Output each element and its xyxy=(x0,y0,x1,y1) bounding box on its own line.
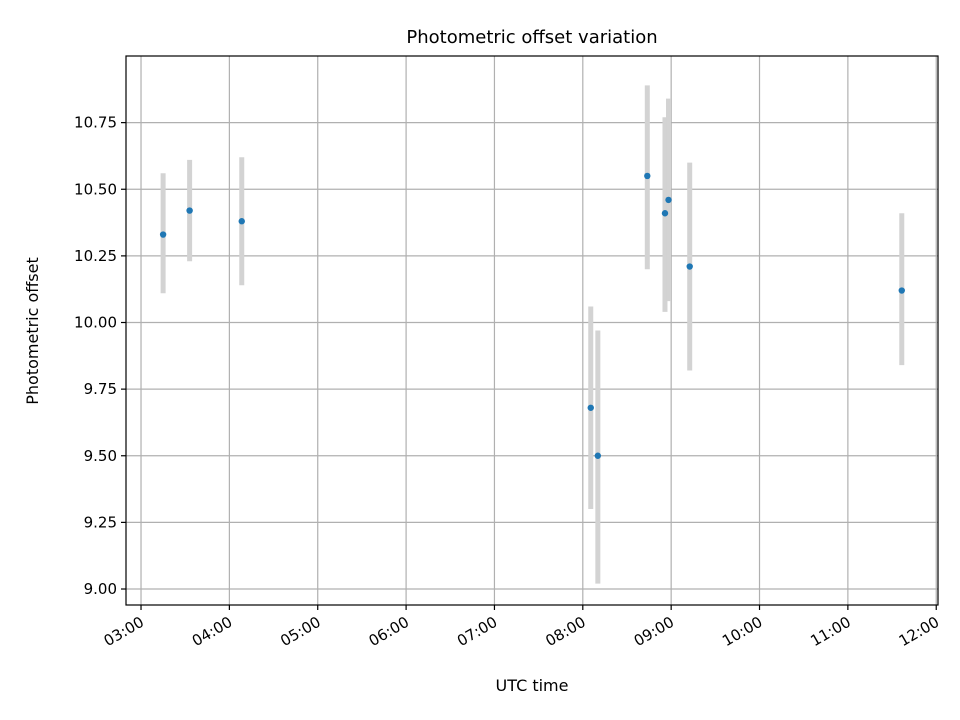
data-point xyxy=(159,231,167,238)
y-axis-label: Photometric offset xyxy=(23,257,42,405)
y-tick-label: 10.00 xyxy=(74,314,117,332)
data-point xyxy=(186,207,193,214)
y-tick-label: 10.25 xyxy=(74,247,117,265)
data-point xyxy=(661,210,669,217)
data-point xyxy=(665,196,672,204)
data-point xyxy=(898,287,905,294)
y-tick-label: 9.25 xyxy=(84,513,117,531)
data-point xyxy=(644,172,651,180)
x-axis-label: UTC time xyxy=(496,676,569,695)
y-axis-ticks: 9.00 9.25 9.50 9.75 10.00 10.25 10.50 10.75 xyxy=(74,114,126,598)
y-tick-label: 10.50 xyxy=(74,180,117,198)
data-point xyxy=(587,404,594,411)
y-tick-label: 9.00 xyxy=(84,580,117,598)
chart-title: Photometric offset variation xyxy=(406,27,657,48)
y-tick-label: 10.75 xyxy=(74,114,117,132)
y-tick-label: 9.50 xyxy=(84,447,117,465)
y-tick-label: 9.75 xyxy=(84,380,117,398)
data-point xyxy=(594,452,602,459)
plot-frame xyxy=(125,55,939,606)
data-points xyxy=(159,172,905,459)
data-point xyxy=(238,218,245,225)
grid xyxy=(126,56,938,605)
data-point xyxy=(686,263,693,270)
